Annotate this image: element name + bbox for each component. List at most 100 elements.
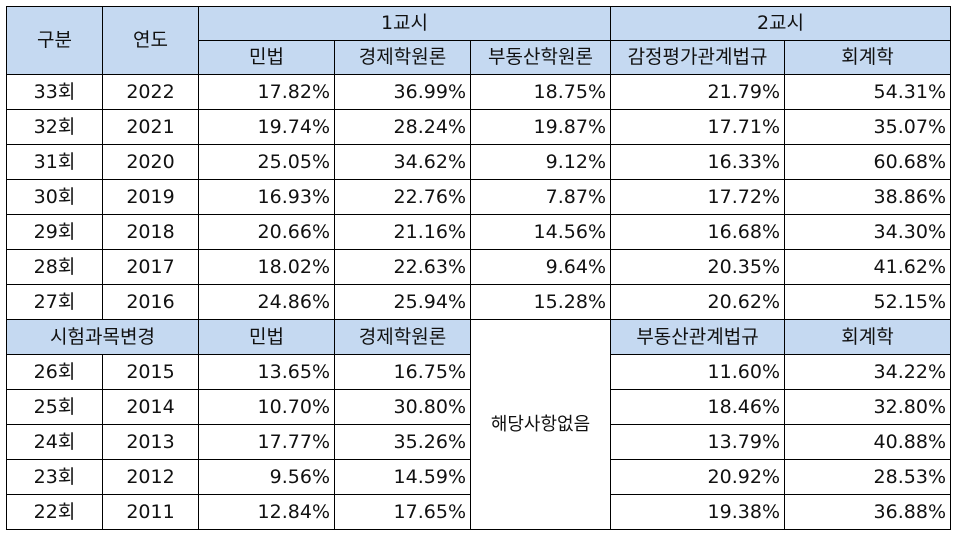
round-cell: 30회 — [6, 179, 103, 215]
rate-cell: 25.05% — [198, 144, 335, 180]
rate-cell: 21.16% — [334, 214, 471, 250]
rate-cell: 17.65% — [334, 494, 471, 530]
rate-cell: 17.82% — [198, 74, 335, 110]
rate-cell: 52.15% — [784, 284, 951, 320]
round-cell: 22회 — [6, 494, 103, 530]
round-cell: 31회 — [6, 144, 103, 180]
header-old-real-estate-law: 부동산관계법규 — [610, 319, 785, 355]
year-cell: 2020 — [102, 144, 199, 180]
header-gubun: 구분 — [6, 6, 103, 75]
rate-cell: 60.68% — [784, 144, 951, 180]
table-row: 26회 2015 13.65% 16.75% 11.60% 34.22% — [6, 354, 951, 390]
header-session-2: 2교시 — [610, 6, 951, 41]
header-year: 연도 — [102, 6, 199, 75]
header-subject-appraisal-law: 감정평가관계법규 — [610, 40, 785, 75]
rate-cell: 34.22% — [784, 354, 951, 390]
rate-cell: 20.92% — [610, 459, 785, 495]
header-subject-civil-law: 민법 — [198, 40, 335, 75]
rate-cell: 18.46% — [610, 389, 785, 425]
header-subject-real-estate: 부동산학원론 — [470, 40, 611, 75]
header-subject-economics: 경제학원론 — [334, 40, 471, 75]
round-cell: 25회 — [6, 389, 103, 425]
rate-cell: 16.93% — [198, 179, 335, 215]
table-row: 32회 2021 19.74% 28.24% 19.87% 17.71% 35.07% — [6, 109, 951, 145]
rate-cell: 24.86% — [198, 284, 335, 320]
year-cell: 2019 — [102, 179, 199, 215]
table-row: 25회 2014 10.70% 30.80% 18.46% 32.80% — [6, 389, 951, 425]
rate-cell: 16.33% — [610, 144, 785, 180]
rate-cell: 13.65% — [198, 354, 335, 390]
rate-cell: 12.84% — [198, 494, 335, 530]
table-row: 28회 2017 18.02% 22.63% 9.64% 20.35% 41.62% — [6, 249, 951, 285]
rate-cell: 38.86% — [784, 179, 951, 215]
rate-cell: 9.12% — [470, 144, 611, 180]
rate-cell: 18.02% — [198, 249, 335, 285]
table-row: 33회 2022 17.82% 36.99% 18.75% 21.79% 54.31% — [6, 74, 951, 110]
rate-cell: 32.80% — [784, 389, 951, 425]
not-applicable-cell: 해당사항없음 — [470, 319, 611, 530]
round-cell: 23회 — [6, 459, 103, 495]
rate-cell: 54.31% — [784, 74, 951, 110]
rate-cell: 36.99% — [334, 74, 471, 110]
table-row: 31회 2020 25.05% 34.62% 9.12% 16.33% 60.68% — [6, 144, 951, 180]
round-cell: 32회 — [6, 109, 103, 145]
rate-cell: 30.80% — [334, 389, 471, 425]
header-old-economics: 경제학원론 — [334, 319, 471, 355]
round-cell: 33회 — [6, 74, 103, 110]
year-cell: 2016 — [102, 284, 199, 320]
rate-cell: 9.64% — [470, 249, 611, 285]
rate-cell: 22.63% — [334, 249, 471, 285]
rate-cell: 20.35% — [610, 249, 785, 285]
rate-cell: 18.75% — [470, 74, 611, 110]
rate-cell: 19.38% — [610, 494, 785, 530]
header-old-accounting: 회계학 — [784, 319, 951, 355]
rate-cell: 34.30% — [784, 214, 951, 250]
year-cell: 2022 — [102, 74, 199, 110]
table-row: 30회 2019 16.93% 22.76% 7.87% 17.72% 38.86% — [6, 179, 951, 215]
round-cell: 29회 — [6, 214, 103, 250]
rate-cell: 36.88% — [784, 494, 951, 530]
year-cell: 2018 — [102, 214, 199, 250]
rate-cell: 11.60% — [610, 354, 785, 390]
year-cell: 2011 — [102, 494, 199, 530]
subject-change-label: 시험과목변경 — [6, 319, 199, 355]
year-cell: 2021 — [102, 109, 199, 145]
rate-cell: 35.26% — [334, 424, 471, 460]
header-subject-accounting: 회계학 — [784, 40, 951, 75]
rate-cell: 16.68% — [610, 214, 785, 250]
rate-cell: 40.88% — [784, 424, 951, 460]
rate-cell: 16.75% — [334, 354, 471, 390]
rate-cell: 21.79% — [610, 74, 785, 110]
rate-cell: 17.77% — [198, 424, 335, 460]
rate-cell: 25.94% — [334, 284, 471, 320]
table-row: 24회 2013 17.77% 35.26% 13.79% 40.88% — [6, 424, 951, 460]
rate-cell: 19.74% — [198, 109, 335, 145]
rate-cell: 20.66% — [198, 214, 335, 250]
rate-cell: 28.53% — [784, 459, 951, 495]
year-cell: 2013 — [102, 424, 199, 460]
rate-cell: 13.79% — [610, 424, 785, 460]
rate-cell: 22.76% — [334, 179, 471, 215]
year-cell: 2012 — [102, 459, 199, 495]
header-session-1: 1교시 — [198, 6, 611, 41]
rate-cell: 19.87% — [470, 109, 611, 145]
year-cell: 2015 — [102, 354, 199, 390]
rate-cell: 34.62% — [334, 144, 471, 180]
round-cell: 28회 — [6, 249, 103, 285]
rate-cell: 20.62% — [610, 284, 785, 320]
rate-cell: 14.59% — [334, 459, 471, 495]
table-row: 27회 2016 24.86% 25.94% 15.28% 20.62% 52.15% — [6, 284, 951, 320]
rate-cell: 28.24% — [334, 109, 471, 145]
table-row: 23회 2012 9.56% 14.59% 20.92% 28.53% — [6, 459, 951, 495]
rate-cell: 14.56% — [470, 214, 611, 250]
rate-cell: 7.87% — [470, 179, 611, 215]
table-row: 22회 2011 12.84% 17.65% 19.38% 36.88% — [6, 494, 951, 530]
round-cell: 26회 — [6, 354, 103, 390]
rate-cell: 41.62% — [784, 249, 951, 285]
header-old-civil-law: 민법 — [198, 319, 335, 355]
subject-change-header-row: 시험과목변경 민법 경제학원론 해당사항없음 부동산관계법규 회계학 — [6, 319, 951, 530]
rate-cell: 17.71% — [610, 109, 785, 145]
year-cell: 2017 — [102, 249, 199, 285]
table-row: 29회 2018 20.66% 21.16% 14.56% 16.68% 34.30% — [6, 214, 951, 250]
round-cell: 24회 — [6, 424, 103, 460]
